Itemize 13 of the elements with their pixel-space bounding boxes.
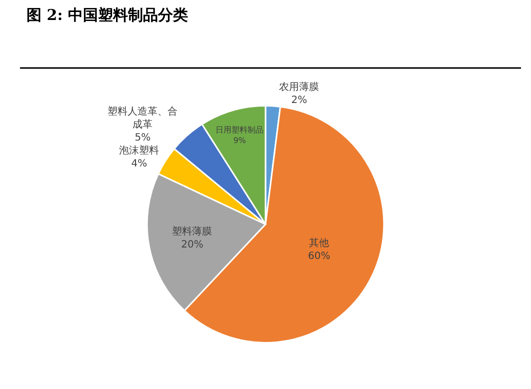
slice-label: 塑料薄膜 xyxy=(172,226,212,238)
slice-label: 日用塑料制品 xyxy=(216,126,264,135)
slice-label: 其他 xyxy=(309,236,330,249)
data-label: 5% xyxy=(134,132,151,144)
slice-label: 农用薄膜 xyxy=(279,81,320,94)
data-label: 9% xyxy=(233,136,246,145)
slice-label: 泡沫塑料 xyxy=(119,144,160,157)
data-label: 4% xyxy=(131,158,148,170)
data-label: 2% xyxy=(291,95,308,106)
slice-label: 塑料人造革、合成革 xyxy=(108,106,178,131)
data-label: 60% xyxy=(308,250,330,262)
data-label: 20% xyxy=(181,240,204,251)
chart-title: 图 2: 中国塑料制品分类 xyxy=(26,6,188,24)
